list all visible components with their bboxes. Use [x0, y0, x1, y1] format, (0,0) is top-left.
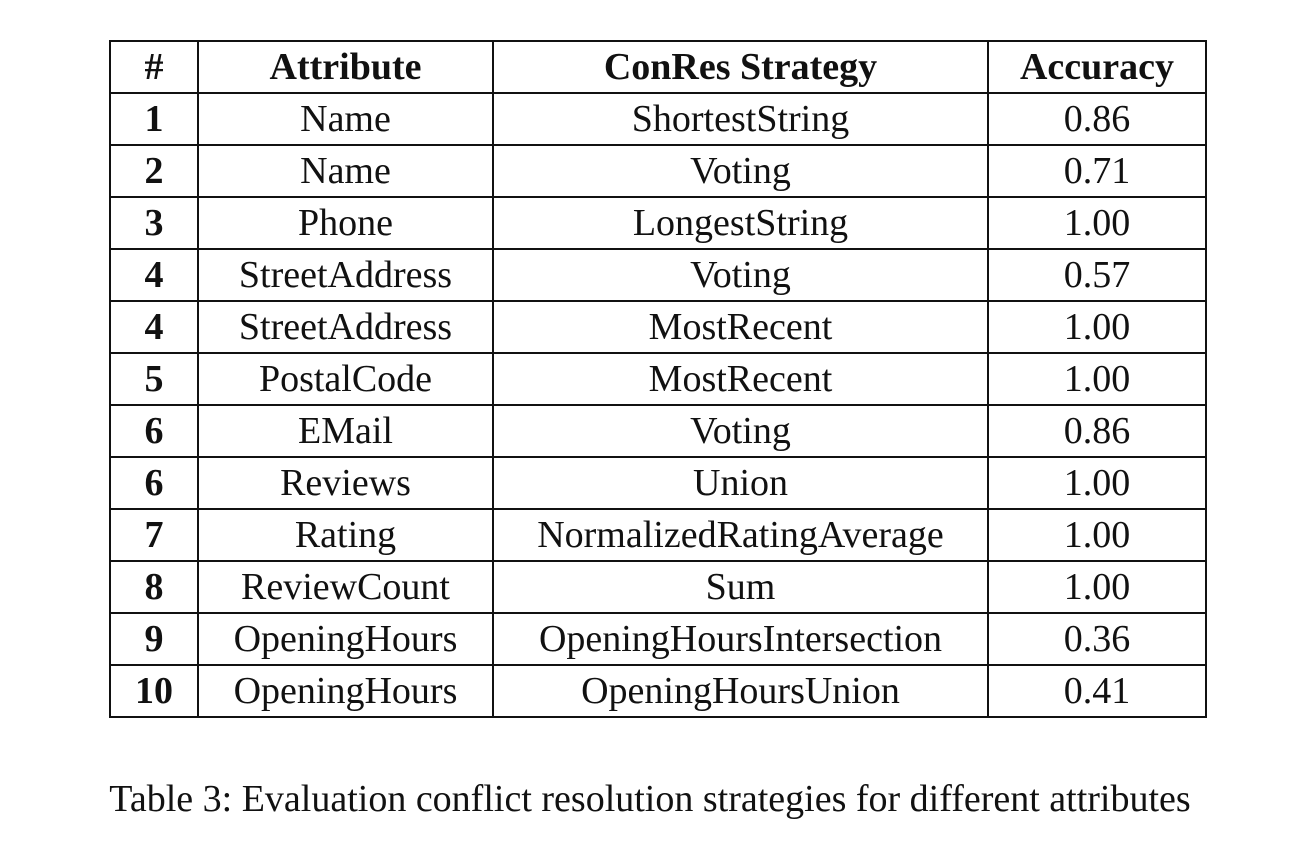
strategy-cell: Voting — [492, 144, 989, 198]
accuracy-cell: 0.86 — [987, 92, 1207, 146]
strategy-cell: OpeningHoursIntersection — [492, 612, 989, 666]
strategy-cell: ShortestString — [492, 92, 989, 146]
table-row: 6 EMail Voting 0.86 — [109, 404, 1207, 458]
table-row: 1 Name ShortestString 0.86 — [109, 92, 1207, 146]
accuracy-cell: 0.41 — [987, 664, 1207, 718]
strategy-cell: OpeningHoursUnion — [492, 664, 989, 718]
attribute-cell: PostalCode — [197, 352, 494, 406]
table-row: 6 Reviews Union 1.00 — [109, 456, 1207, 510]
row-number: 2 — [109, 144, 199, 198]
attribute-cell: Reviews — [197, 456, 494, 510]
row-number: 8 — [109, 560, 199, 614]
strategy-cell: MostRecent — [492, 352, 989, 406]
accuracy-cell: 1.00 — [987, 560, 1207, 614]
strategy-cell: MostRecent — [492, 300, 989, 354]
table-row: 4 StreetAddress MostRecent 1.00 — [109, 300, 1207, 354]
attribute-cell: StreetAddress — [197, 248, 494, 302]
table-row: 9 OpeningHours OpeningHoursIntersection 0.3… — [109, 612, 1207, 666]
attribute-cell: OpeningHours — [197, 612, 494, 666]
results-table: # Attribute ConRes Strategy Accuracy 1 Na… — [109, 40, 1207, 718]
table-caption: Table 3: Evaluation conflict resolution … — [109, 778, 1191, 820]
accuracy-cell: 1.00 — [987, 352, 1207, 406]
strategy-cell: Voting — [492, 248, 989, 302]
header-number: # — [109, 40, 199, 94]
attribute-cell: StreetAddress — [197, 300, 494, 354]
accuracy-cell: 1.00 — [987, 196, 1207, 250]
attribute-cell: OpeningHours — [197, 664, 494, 718]
header-strategy: ConRes Strategy — [492, 40, 989, 94]
row-number: 4 — [109, 248, 199, 302]
table-row: 7 Rating NormalizedRatingAverage 1.00 — [109, 508, 1207, 562]
header-row: # Attribute ConRes Strategy Accuracy — [109, 40, 1207, 94]
strategy-cell: Union — [492, 456, 989, 510]
attribute-cell: Rating — [197, 508, 494, 562]
header-accuracy: Accuracy — [987, 40, 1207, 94]
accuracy-cell: 0.36 — [987, 612, 1207, 666]
attribute-cell: Name — [197, 144, 494, 198]
row-number: 10 — [109, 664, 199, 718]
accuracy-cell: 1.00 — [987, 508, 1207, 562]
accuracy-cell: 1.00 — [987, 456, 1207, 510]
table-row: 10 OpeningHours OpeningHoursUnion 0.41 — [109, 664, 1207, 718]
table-body: 1 Name ShortestString 0.86 2 Name Voting 0.71 3 P… — [109, 92, 1207, 718]
attribute-cell: Phone — [197, 196, 494, 250]
header-attribute: Attribute — [197, 40, 494, 94]
row-number: 5 — [109, 352, 199, 406]
row-number: 9 — [109, 612, 199, 666]
strategy-cell: Sum — [492, 560, 989, 614]
table-row: 5 PostalCode MostRecent 1.00 — [109, 352, 1207, 406]
row-number: 6 — [109, 456, 199, 510]
accuracy-cell: 1.00 — [987, 300, 1207, 354]
attribute-cell: ReviewCount — [197, 560, 494, 614]
table-row: 2 Name Voting 0.71 — [109, 144, 1207, 198]
accuracy-cell: 0.86 — [987, 404, 1207, 458]
table-row: 4 StreetAddress Voting 0.57 — [109, 248, 1207, 302]
table-row: 3 Phone LongestString 1.00 — [109, 196, 1207, 250]
table-row: 8 ReviewCount Sum 1.00 — [109, 560, 1207, 614]
strategy-cell: NormalizedRatingAverage — [492, 508, 989, 562]
row-number: 7 — [109, 508, 199, 562]
attribute-cell: EMail — [197, 404, 494, 458]
accuracy-cell: 0.71 — [987, 144, 1207, 198]
row-number: 1 — [109, 92, 199, 146]
strategy-cell: Voting — [492, 404, 989, 458]
row-number: 6 — [109, 404, 199, 458]
accuracy-cell: 0.57 — [987, 248, 1207, 302]
row-number: 4 — [109, 300, 199, 354]
strategy-cell: LongestString — [492, 196, 989, 250]
attribute-cell: Name — [197, 92, 494, 146]
row-number: 3 — [109, 196, 199, 250]
